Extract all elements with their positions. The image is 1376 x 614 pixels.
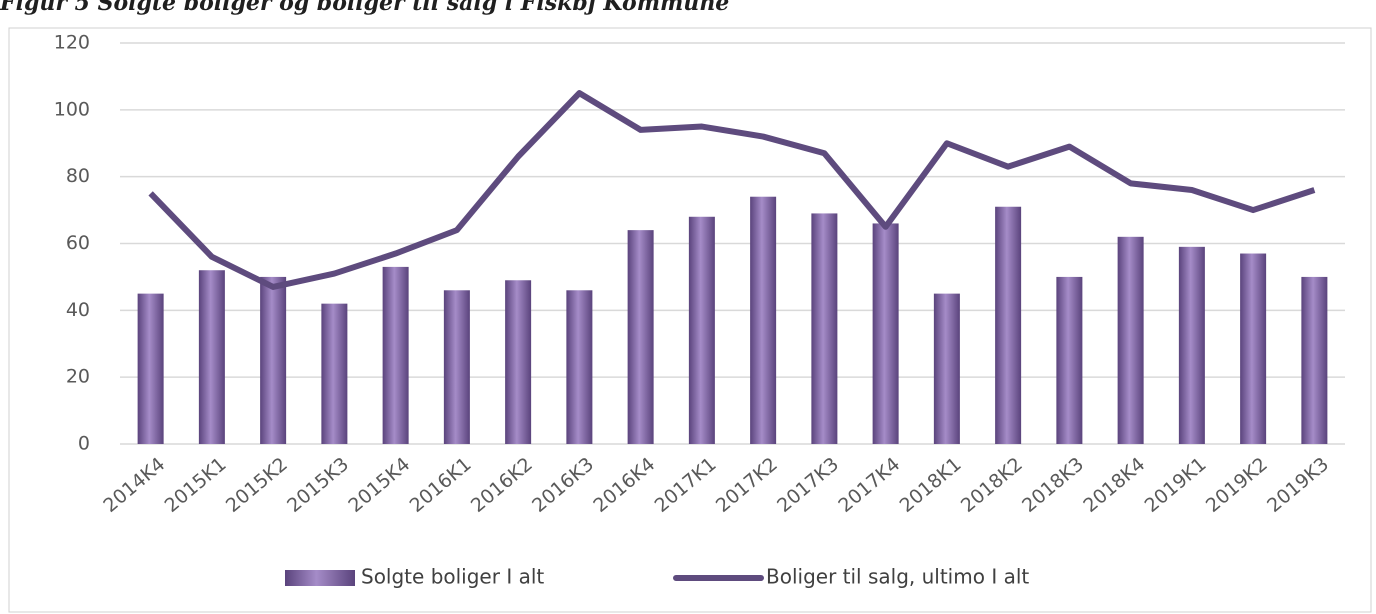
bar (627, 230, 654, 444)
bar (566, 290, 593, 444)
bar (1056, 276, 1083, 444)
legend-label: Boliger til salg, ultimo I alt (766, 565, 1029, 589)
bar (933, 293, 960, 444)
y-tick-label: 80 (66, 165, 90, 187)
bar (198, 270, 225, 444)
bar (1301, 276, 1328, 444)
y-tick-label: 100 (54, 98, 90, 120)
bar (137, 293, 164, 444)
bar (321, 303, 348, 444)
y-tick-label: 60 (66, 232, 90, 254)
bar (260, 276, 287, 444)
bar (688, 216, 715, 444)
legend: Solgte boliger I alt Boliger til salg, ul… (285, 565, 1029, 589)
bar (443, 290, 470, 444)
bar (1117, 236, 1144, 444)
bar (811, 213, 838, 444)
legend-swatch (285, 570, 355, 586)
bar (872, 223, 899, 444)
bar (382, 266, 409, 444)
bar (1178, 246, 1205, 444)
y-tick-label: 20 (66, 366, 90, 388)
line-series (148, 90, 1316, 290)
y-tick-label: 40 (66, 299, 90, 321)
y-tick-label: 0 (78, 433, 90, 455)
chart-title: Figur 5 Solgte boliger og boliger til sa… (0, 0, 729, 16)
bar (1240, 253, 1267, 444)
bar (505, 280, 532, 444)
bar (995, 206, 1022, 444)
legend-label: Solgte boliger I alt (361, 565, 544, 589)
bar (750, 196, 777, 444)
y-tick-label: 120 (54, 32, 90, 54)
